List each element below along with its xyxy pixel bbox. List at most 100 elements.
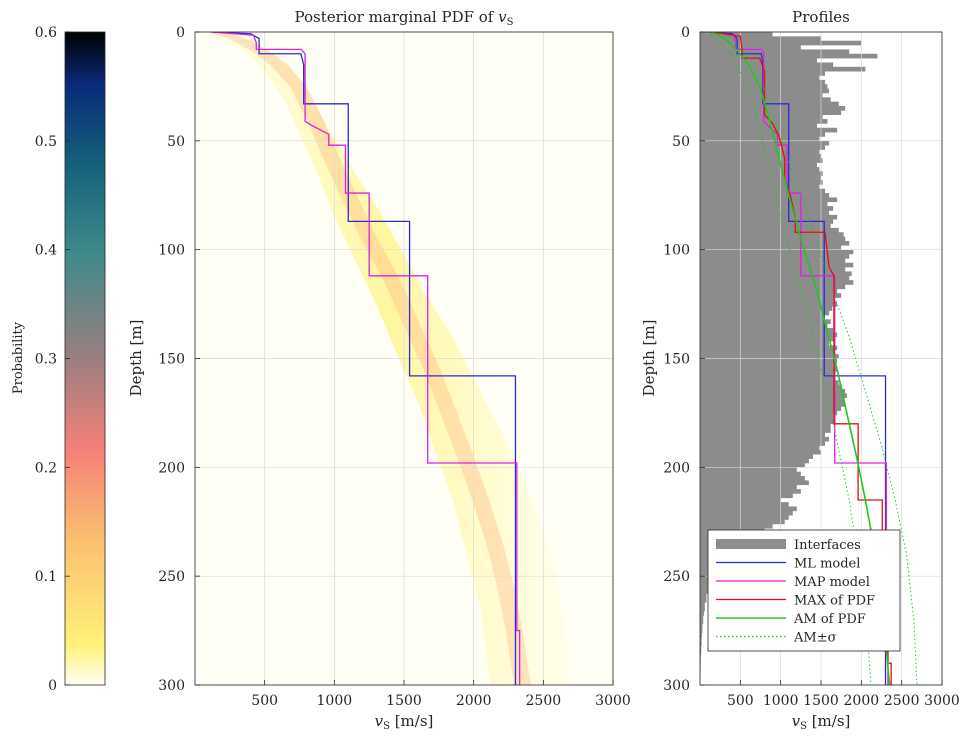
interfaces-bar xyxy=(700,188,826,194)
interfaces-bar xyxy=(700,288,838,294)
colorbar-gradient xyxy=(64,31,106,686)
interfaces-bar xyxy=(700,275,850,281)
interfaces-bar xyxy=(700,358,838,364)
colorbar-tick-label: 0.6 xyxy=(35,25,57,41)
interfaces-bar xyxy=(700,249,854,255)
interfaces-bar xyxy=(700,32,773,37)
interfaces-bar xyxy=(700,415,834,420)
pdf-xtick-label: 1500 xyxy=(386,693,422,709)
interfaces-bar xyxy=(700,441,826,446)
interfaces-bar xyxy=(700,110,842,116)
ml-model-line xyxy=(709,32,887,685)
profiles-ytick-label: 0 xyxy=(681,25,690,41)
interfaces-bar xyxy=(700,375,836,381)
interfaces-bar xyxy=(700,106,846,111)
interfaces-bar xyxy=(700,467,797,472)
interfaces-bar xyxy=(700,654,701,660)
pdf-xlabel: vS [m/s] xyxy=(375,712,434,732)
interfaces-bar xyxy=(700,232,844,237)
interfaces-bar xyxy=(700,632,703,638)
pdf-xtick-label: 2500 xyxy=(526,693,562,709)
interfaces-bar xyxy=(700,214,838,220)
interfaces-bar xyxy=(700,92,823,98)
profiles-ylabel: Depth [m] xyxy=(640,320,658,397)
legend-box xyxy=(707,529,901,652)
interfaces-bar xyxy=(700,180,823,185)
profiles-xtick-label: 1000 xyxy=(763,693,799,709)
legend-label-interfaces: Interfaces xyxy=(794,538,861,553)
profiles-xlabel: vS [m/s] xyxy=(792,712,851,732)
interfaces-bar xyxy=(700,362,834,368)
interfaces-bar xyxy=(700,175,821,181)
interfaces-bar xyxy=(700,484,797,490)
interfaces-bar xyxy=(700,584,710,590)
interfaces-bar xyxy=(700,236,846,242)
profiles-xtick-label: 2500 xyxy=(884,693,920,709)
interfaces-bar xyxy=(700,406,842,412)
legend-label-max-of-pdf: MAX of PDF xyxy=(794,594,875,609)
interfaces-bar xyxy=(700,597,707,603)
interfaces-bar xyxy=(700,258,846,264)
interfaces-bar xyxy=(700,227,839,233)
interfaces-bar xyxy=(700,132,826,137)
interfaces-bar xyxy=(700,267,846,272)
interfaces-bar xyxy=(700,606,705,612)
interfaces-bar xyxy=(700,210,830,216)
pdf-ytick-label: 300 xyxy=(158,678,185,694)
ml-model-line xyxy=(211,32,517,685)
profiles-xtick-label: 2000 xyxy=(844,693,880,709)
interfaces-bar xyxy=(700,615,704,620)
pdf-ylabel: Depth [m] xyxy=(127,320,145,397)
interfaces-bar xyxy=(700,519,785,525)
interfaces-bar xyxy=(700,610,705,616)
interfaces-bar xyxy=(700,66,866,72)
interfaces-bar xyxy=(700,523,773,529)
interfaces-bar xyxy=(700,367,838,372)
interfaces-bar xyxy=(700,419,836,425)
interfaces-bar xyxy=(700,576,715,581)
interfaces-bar xyxy=(700,145,826,150)
interfaces-bar xyxy=(700,393,847,398)
interfaces-bar xyxy=(700,193,830,198)
colorbar-tick-label: 0.3 xyxy=(35,352,57,368)
interfaces-bar xyxy=(700,271,852,277)
interfaces-bar xyxy=(700,436,830,442)
pdf-xtick-label: 500 xyxy=(251,693,278,709)
interfaces-bar xyxy=(700,140,830,146)
interfaces-bar xyxy=(700,637,702,642)
interfaces-bar xyxy=(700,293,842,298)
interfaces-bar xyxy=(700,454,813,459)
interfaces-bar xyxy=(700,184,820,190)
interfaces-bar xyxy=(700,476,805,481)
profiles-panel: 500 1000 1500 2000 2500 3000 0 50 100 150 200 250 30… xyxy=(640,8,960,732)
profiles-ytick-label: 150 xyxy=(663,352,690,368)
profiles-ytick-label: 250 xyxy=(663,569,690,585)
interfaces-bar xyxy=(700,462,805,468)
am-minus-sigma-line xyxy=(707,32,872,685)
legend-label-map-model: MAP model xyxy=(794,575,870,590)
interfaces-bar xyxy=(700,589,709,594)
interfaces-bar xyxy=(700,114,823,120)
map-model-line xyxy=(211,32,521,685)
am-plus-sigma-line xyxy=(717,32,918,685)
pdf-model-lines xyxy=(211,32,521,685)
interfaces-bar xyxy=(700,319,831,324)
interfaces-bar xyxy=(700,397,844,403)
interfaces-bar xyxy=(700,262,854,268)
pdf-panel: 500 1000 1500 2000 2500 3000 0 50 100 150 200 250 30… xyxy=(127,8,631,732)
colorbar: 0 0.1 0.2 0.3 0.4 0.5 0.6 Probability xyxy=(11,25,106,694)
interfaces-bar xyxy=(700,162,817,168)
interfaces-bar xyxy=(700,515,789,520)
interfaces-bar xyxy=(700,471,801,477)
interfaces-bar xyxy=(700,423,831,429)
interfaces-bar xyxy=(700,136,820,142)
profiles-ytick-label: 100 xyxy=(663,243,690,259)
interfaces-bar xyxy=(700,153,821,159)
interfaces-bar xyxy=(700,171,823,176)
pdf-ytick-label: 0 xyxy=(176,25,185,41)
interfaces-bar xyxy=(700,428,831,433)
interfaces-bar xyxy=(700,245,842,250)
legend-label-ml-model: ML model xyxy=(794,557,860,572)
interfaces-bar xyxy=(700,328,834,333)
